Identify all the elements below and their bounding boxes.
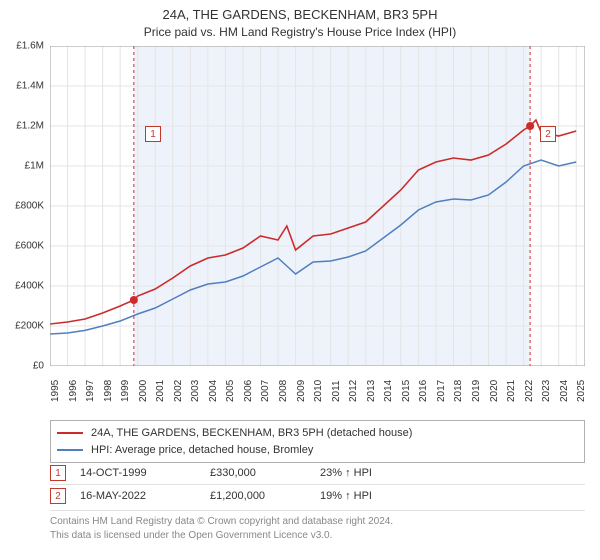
- x-tick-label: 2021: [506, 380, 517, 402]
- x-tick-label: 2000: [138, 380, 149, 402]
- chart-svg: [50, 46, 585, 366]
- x-tick-label: 2023: [541, 380, 552, 402]
- x-tick-label: 2010: [313, 380, 324, 402]
- x-tick-label: 1997: [85, 380, 96, 402]
- y-tick-label: £200K: [15, 321, 44, 332]
- y-tick-label: £1.2M: [16, 121, 44, 132]
- title-sub: Price paid vs. HM Land Registry's House …: [0, 24, 600, 40]
- legend-swatch-property: [57, 432, 83, 434]
- footer-line1: Contains HM Land Registry data © Crown c…: [50, 515, 585, 529]
- y-tick-label: £400K: [15, 281, 44, 292]
- x-tick-label: 2012: [348, 380, 359, 402]
- transaction-date: 14-OCT-1999: [80, 467, 210, 479]
- x-tick-label: 1998: [103, 380, 114, 402]
- x-tick-label: 2018: [453, 380, 464, 402]
- x-tick-label: 2011: [331, 380, 342, 402]
- footer-note: Contains HM Land Registry data © Crown c…: [50, 510, 585, 542]
- x-tick-label: 2008: [278, 380, 289, 402]
- transaction-price: £330,000: [210, 467, 320, 479]
- legend: 24A, THE GARDENS, BECKENHAM, BR3 5PH (de…: [50, 420, 585, 463]
- transaction-date: 16-MAY-2022: [80, 490, 210, 502]
- x-tick-label: 2007: [260, 380, 271, 402]
- x-tick-label: 2002: [173, 380, 184, 402]
- y-tick-label: £1M: [25, 161, 44, 172]
- x-tick-label: 2024: [559, 380, 570, 402]
- y-tick-label: £0: [33, 361, 44, 372]
- x-tick-label: 2013: [366, 380, 377, 402]
- x-axis-labels: 1995 1996 1997 1998 1999 2000 2001 2002 2003 2004…: [50, 370, 585, 418]
- x-tick-label: 2014: [383, 380, 394, 402]
- x-tick-label: 2015: [401, 380, 412, 402]
- transactions-table: 1 14-OCT-1999 £330,000 23% ↑ HPI 2 16-MA…: [50, 462, 585, 507]
- table-row: 2 16-MAY-2022 £1,200,000 19% ↑ HPI: [50, 485, 585, 507]
- x-tick-label: 2001: [155, 380, 166, 402]
- title-block: 24A, THE GARDENS, BECKENHAM, BR3 5PH Pri…: [0, 0, 600, 40]
- y-tick-label: £600K: [15, 241, 44, 252]
- x-tick-label: 2004: [208, 380, 219, 402]
- x-tick-label: 2003: [190, 380, 201, 402]
- legend-swatch-hpi: [57, 449, 83, 451]
- y-tick-label: £1.4M: [16, 81, 44, 92]
- x-tick-label: 2022: [524, 380, 535, 402]
- x-tick-label: 1999: [120, 380, 131, 402]
- chart-marker-box: 1: [145, 126, 161, 142]
- chart-marker-box: 2: [540, 126, 556, 142]
- transaction-number-box: 2: [50, 488, 66, 504]
- x-tick-label: 2016: [418, 380, 429, 402]
- legend-item-property: 24A, THE GARDENS, BECKENHAM, BR3 5PH (de…: [57, 425, 578, 442]
- y-tick-label: £800K: [15, 201, 44, 212]
- title-main: 24A, THE GARDENS, BECKENHAM, BR3 5PH: [0, 6, 600, 24]
- x-tick-label: 2009: [296, 380, 307, 402]
- y-axis-labels: £0£200K£400K£600K£800K£1M£1.2M£1.4M£1.6M: [0, 46, 48, 366]
- x-tick-label: 1996: [68, 380, 79, 402]
- chart-container: 24A, THE GARDENS, BECKENHAM, BR3 5PH Pri…: [0, 0, 600, 560]
- x-tick-label: 1995: [50, 380, 61, 402]
- transaction-pct: 19% ↑ HPI: [320, 490, 410, 502]
- y-tick-label: £1.6M: [16, 41, 44, 52]
- transaction-number-box: 1: [50, 465, 66, 481]
- x-tick-label: 2025: [576, 380, 587, 402]
- transaction-pct: 23% ↑ HPI: [320, 467, 410, 479]
- x-tick-label: 2020: [489, 380, 500, 402]
- chart-plot-area: 12: [50, 46, 585, 366]
- legend-label-property: 24A, THE GARDENS, BECKENHAM, BR3 5PH (de…: [91, 425, 412, 442]
- table-row: 1 14-OCT-1999 £330,000 23% ↑ HPI: [50, 462, 585, 485]
- transaction-price: £1,200,000: [210, 490, 320, 502]
- legend-label-hpi: HPI: Average price, detached house, Brom…: [91, 442, 313, 459]
- legend-item-hpi: HPI: Average price, detached house, Brom…: [57, 442, 578, 459]
- x-tick-label: 2017: [436, 380, 447, 402]
- footer-line2: This data is licensed under the Open Gov…: [50, 529, 585, 543]
- x-tick-label: 2005: [225, 380, 236, 402]
- x-tick-label: 2006: [243, 380, 254, 402]
- x-tick-label: 2019: [471, 380, 482, 402]
